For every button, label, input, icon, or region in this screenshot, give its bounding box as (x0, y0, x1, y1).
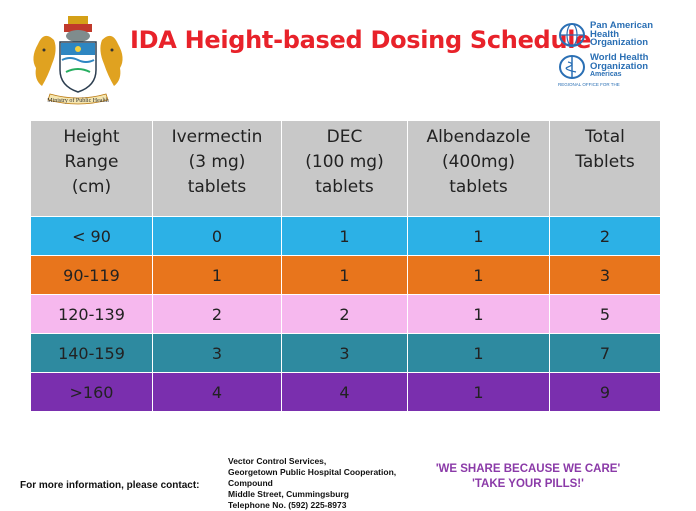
header-height-range: Height Range (cm) (30, 120, 153, 217)
albendazole-cell: 1 (407, 255, 550, 295)
paho-name-line-1: Pan American (590, 20, 654, 31)
address-line: Compound (228, 478, 273, 488)
page-title: IDA Height-based Dosing Schedule (130, 26, 592, 54)
dec-cell: 3 (281, 333, 408, 373)
total-tablets-cell: 5 (549, 294, 661, 334)
address-line: Georgetown Public Hospital Cooperation, (228, 467, 397, 477)
height-range-cell: >160 (30, 372, 153, 412)
slogan-pills: 'TAKE YOUR PILLS!' (472, 478, 584, 490)
table-row: 120-139 2 2 1 5 (30, 294, 661, 334)
height-range-cell: 90-119 (30, 255, 153, 295)
table-row: < 90 0 1 1 2 (30, 216, 661, 256)
dec-cell: 1 (281, 216, 408, 256)
header-total-tablets: Total Tablets (549, 120, 661, 217)
table-row: 90-119 1 1 1 3 (30, 255, 661, 295)
paho-name-line-3: Organization (590, 37, 649, 48)
albendazole-cell: 1 (407, 294, 550, 334)
dec-cell: 1 (281, 255, 408, 295)
who-name-line-1: World Health (590, 52, 649, 63)
albendazole-cell: 1 (407, 333, 550, 373)
slogans: 'WE SHARE BECAUSE WE CARE' 'TAKE YOUR PI… (412, 462, 644, 492)
paho-globe-icon (559, 23, 585, 47)
ivermectin-cell: 3 (152, 333, 282, 373)
coat-of-arms-logo (33, 16, 123, 105)
table-row: 140-159 3 3 1 7 (30, 333, 661, 373)
who-name-line-2: Organization (590, 60, 649, 72)
total-tablets-cell: 2 (549, 216, 661, 256)
header-ivermectin: Ivermectin (3 mg) tablets (152, 120, 282, 217)
who-region-prefix: REGIONAL OFFICE FOR THE (558, 82, 620, 87)
slogan-share: 'WE SHARE BECAUSE WE CARE' (435, 463, 621, 475)
height-range-cell: 140-159 (30, 333, 153, 373)
ivermectin-cell: 2 (152, 294, 282, 334)
who-logo: World Health Organization Americas (558, 52, 649, 80)
total-tablets-cell: 3 (549, 255, 661, 295)
crest-caption: Ministry of Public Health (47, 98, 109, 104)
header-dec: DEC (100 mg) tablets (281, 120, 408, 217)
ivermectin-cell: 4 (152, 372, 282, 412)
paho-name-line-2: Health (590, 28, 620, 40)
contact-label: For more information, please contact: (20, 480, 200, 491)
organization-logos: Pan American Health Organization World H… (558, 20, 690, 92)
dosing-table: Height Range (cm) Ivermectin (3 mg) tabl… (30, 120, 661, 412)
address-line: Vector Control Services, (228, 456, 327, 466)
total-tablets-cell: 7 (549, 333, 661, 373)
ivermectin-cell: 0 (152, 216, 282, 256)
dec-cell: 2 (281, 294, 408, 334)
dec-cell: 4 (281, 372, 408, 412)
address-line: Middle Street, Cummingsburg (228, 489, 349, 499)
paho-logo: Pan American Health Organization (558, 20, 654, 48)
height-range-cell: < 90 (30, 216, 153, 256)
table-row: >160 4 4 1 9 (30, 372, 661, 412)
total-tablets-cell: 9 (549, 372, 661, 412)
header-albendazole: Albendazole (400mg) tablets (407, 120, 550, 217)
contact-address: Vector Control Services, Georgetown Publ… (228, 456, 396, 511)
who-region-label: Americas (590, 71, 622, 78)
who-emblem-icon (559, 55, 585, 79)
table-header-row: Height Range (cm) Ivermectin (3 mg) tabl… (30, 120, 661, 217)
albendazole-cell: 1 (407, 216, 550, 256)
height-range-cell: 120-139 (30, 294, 153, 334)
albendazole-cell: 1 (407, 372, 550, 412)
ivermectin-cell: 1 (152, 255, 282, 295)
telephone-line: Telephone No. (592) 225-8973 (228, 500, 347, 510)
